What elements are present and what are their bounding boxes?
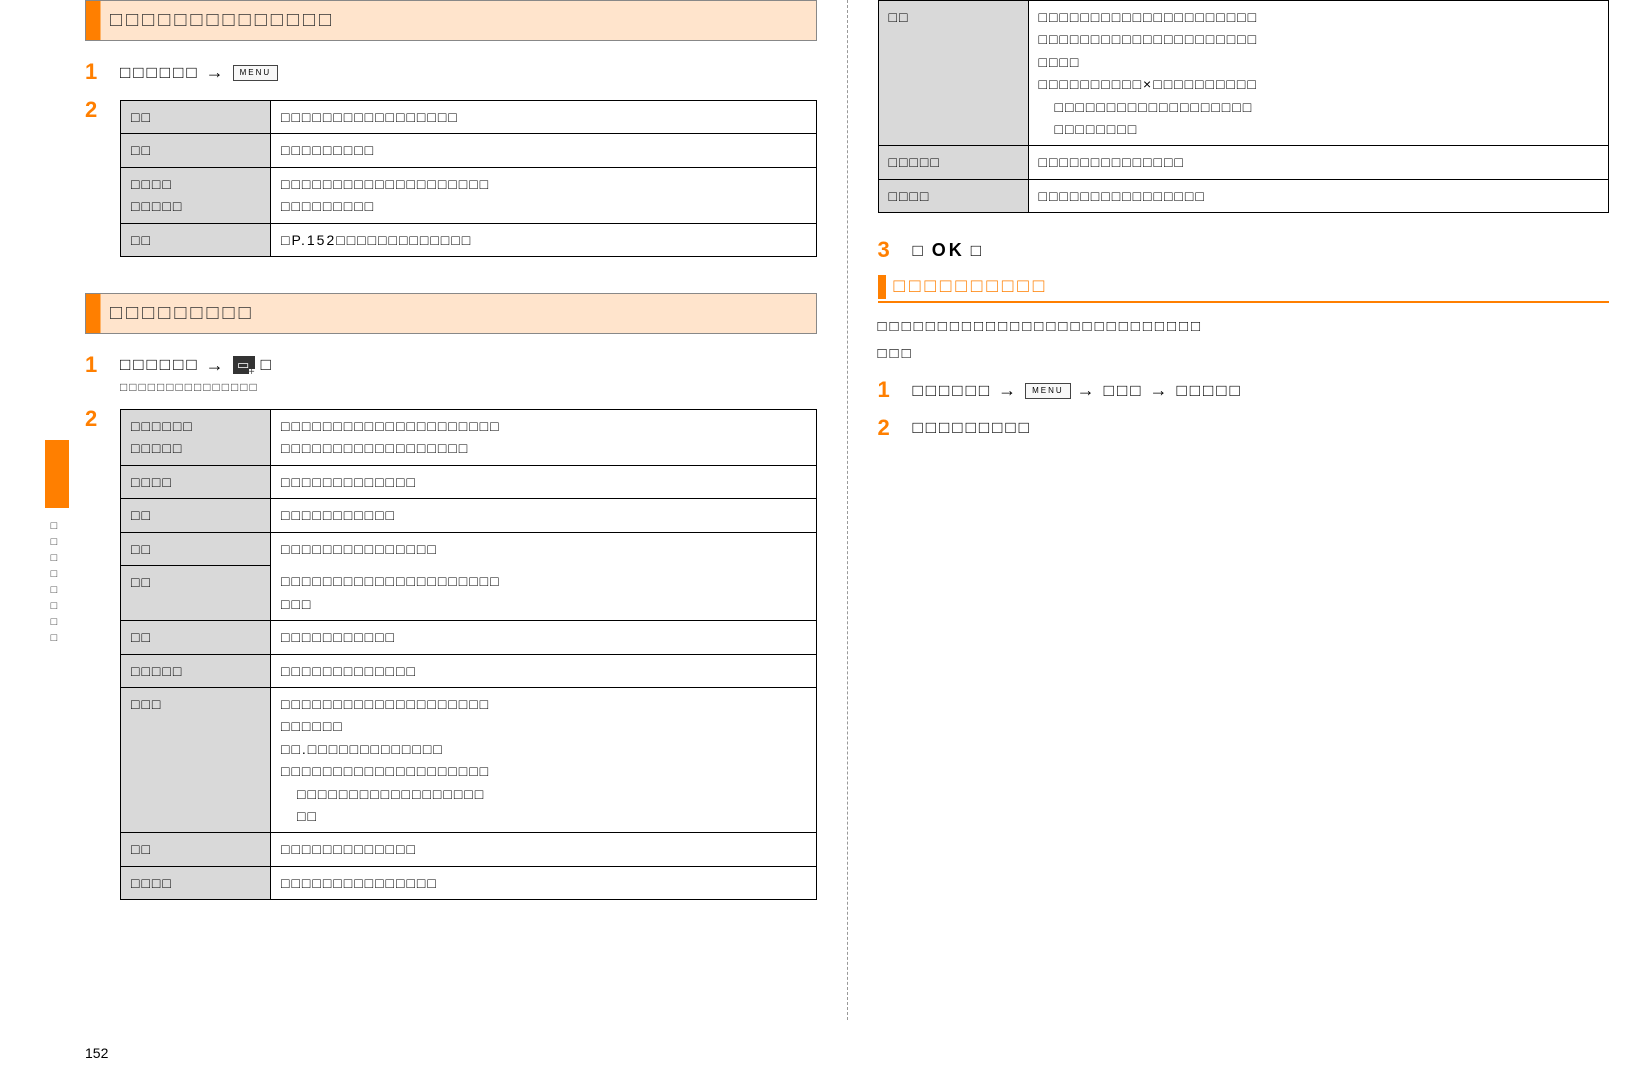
arrow-icon: →: [998, 380, 1019, 401]
step-text: □: [913, 241, 926, 261]
table-row: □□ □□□□□□□□□□□: [121, 621, 817, 654]
table-desc: □□□□□□□□□□□□□: [271, 465, 817, 498]
table-desc: □□□□□□□□□□□□□□□□□□□□□ □□□□□□□□□□□□□□□□□□…: [1028, 1, 1609, 146]
menu-button[interactable]: MENU: [1025, 383, 1071, 399]
table-row: □□ □□□□□□□□□□□□□□□□□□□□□ □□□□□□□□□□□□□□□…: [878, 1, 1609, 146]
table-row: □□ □□□□□□□□□□□□□: [121, 833, 817, 866]
section-header-1: □□□□□□□□□□□□□□: [85, 0, 817, 41]
step-number: 2: [878, 415, 898, 441]
section1-step1: 1 □□□□□□ → MENU: [85, 59, 817, 85]
section2-step1: 1 □□□□□□ → ▭+ □ □□□□□□□□□□□□□□□: [85, 352, 817, 394]
table-row: □□ □□□□□□□□□□□□□□□: [121, 532, 817, 565]
ok-label: OK: [932, 240, 965, 261]
table-desc: □□□□□□□□□□□□□□□□□: [271, 101, 817, 134]
step-number: 1: [85, 352, 105, 378]
table-desc: □□□□□□□□□□□□□□□□□□□□□ □□□□□□□□□□□□□□□□□□: [271, 409, 817, 465]
step-text: □□□□□: [1176, 381, 1242, 401]
table-label: □□: [121, 499, 271, 532]
table-row: □□□□ □□□□□□□□□□□□□□□□: [878, 179, 1609, 212]
table-label: □□: [121, 565, 271, 620]
step-text: □: [261, 355, 274, 375]
table-label: □□: [121, 833, 271, 866]
table-desc: □□□□□□□□□□□□□□□: [271, 532, 817, 565]
table-label: □□□□ □□□□□: [121, 167, 271, 223]
step-number: 1: [85, 59, 105, 85]
section3-description: □□□□□□□□□□□□□□□□□□□□□□□□□□□ □□□: [878, 313, 1610, 367]
step-note: □□□□□□□□□□□□□□□: [120, 380, 817, 394]
step-text: □: [971, 241, 984, 261]
section3-step2: 2 □□□□□□□□□: [878, 415, 1610, 441]
table-row: □□□□□ □□□□□□□□□□□□□: [121, 654, 817, 687]
step-text: □□□: [1104, 381, 1144, 401]
step-text: □□□□□□: [913, 381, 993, 401]
step-text: □□□□□□□□□: [913, 418, 1032, 438]
table-label: □□: [121, 621, 271, 654]
right-top-table: □□ □□□□□□□□□□□□□□□□□□□□□ □□□□□□□□□□□□□□□…: [878, 0, 1610, 213]
section-header-2: □□□□□□□□□: [85, 293, 817, 334]
table-label: □□: [121, 532, 271, 565]
table-row: □□ □P.152□□□□□□□□□□□□□: [121, 223, 817, 256]
step-number: 2: [85, 97, 105, 123]
sub-header-bar: [878, 275, 886, 299]
table-label: □□□: [121, 687, 271, 832]
table-label: □□□□□: [878, 146, 1028, 179]
table-desc: □□□□□□□□□□□: [271, 499, 817, 532]
right-step3: 3 □ OK □: [878, 237, 1610, 263]
table-label: □□: [878, 1, 1028, 146]
table-desc: □□□□□□□□□□□□□□□□□□□□ □□□□□□ □□.□□□□□□□□□…: [271, 687, 817, 832]
table-desc: □□□□□□□□□□□□□□: [1028, 146, 1609, 179]
arrow-icon: →: [1077, 380, 1098, 401]
step-number: 1: [878, 377, 898, 403]
table-label: □□□□: [121, 465, 271, 498]
table-row: □□□□□□ □□□□□ □□□□□□□□□□□□□□□□□□□□□ □□□□□…: [121, 409, 817, 465]
step1-text: □□□□□□: [120, 63, 200, 83]
table-row: □□□□ □□□□□□□□□□□□□□□: [121, 866, 817, 899]
table-row: □□ □□□□□□□□□□□□□□□□□: [121, 101, 817, 134]
table-label: □□□□□: [121, 654, 271, 687]
step-number: 3: [878, 237, 898, 263]
table-desc: □□□□□□□□□□□□□□□□: [1028, 179, 1609, 212]
table-desc: □□□□□□□□□□□□□□□□□□□□ □□□□□□□□□: [271, 167, 817, 223]
table-desc: □□□□□□□□□: [271, 134, 817, 167]
table-label: □□□□□□ □□□□□: [121, 409, 271, 465]
table-label: □□: [121, 101, 271, 134]
table-desc: □□□□□□□□□□□□□: [271, 654, 817, 687]
table-label: □□: [121, 134, 271, 167]
arrow-icon: →: [206, 62, 227, 83]
arrow-icon: →: [206, 355, 227, 376]
table-desc: □□□□□□□□□□□□□□□: [271, 866, 817, 899]
card-plus-icon[interactable]: ▭+: [233, 356, 255, 374]
section1-table: □□ □□□□□□□□□□□□□□□□□ □□ □□□□□□□□□ □□□□ □…: [120, 100, 817, 257]
section2-table: □□□□□□ □□□□□ □□□□□□□□□□□□□□□□□□□□□ □□□□□…: [120, 409, 817, 900]
sub-section-header: □□□□□□□□□□: [878, 275, 1610, 303]
table-label: □□: [121, 223, 271, 256]
step-number: 2: [85, 406, 105, 432]
table-row: □□□□□ □□□□□□□□□□□□□□: [878, 146, 1609, 179]
table-label: □□□□: [878, 179, 1028, 212]
arrow-icon: →: [1149, 380, 1170, 401]
table-row: □□□ □□□□□□□□□□□□□□□□□□□□ □□□□□□ □□.□□□□□…: [121, 687, 817, 832]
page-number: 152: [85, 1045, 108, 1061]
table-desc: □□□□□□□□□□□□□□□□□□□□□ □□□: [271, 565, 817, 620]
section1-step2: 2 □□ □□□□□□□□□□□□□□□□□ □□ □□□□□□□□□ □□□□…: [85, 97, 817, 281]
table-desc: □P.152□□□□□□□□□□□□□: [271, 223, 817, 256]
table-row: □□□□ □□□□□ □□□□□□□□□□□□□□□□□□□□ □□□□□□□□…: [121, 167, 817, 223]
table-label: □□□□: [121, 866, 271, 899]
table-row: □□□□ □□□□□□□□□□□□□: [121, 465, 817, 498]
section2-step2: 2 □□□□□□ □□□□□ □□□□□□□□□□□□□□□□□□□□□ □□□…: [85, 406, 817, 924]
table-desc: □□□□□□□□□□□: [271, 621, 817, 654]
sub-section-title: □□□□□□□□□□: [894, 276, 1049, 298]
menu-button[interactable]: MENU: [233, 65, 279, 81]
section-2-title: □□□□□□□□□: [110, 302, 802, 325]
section3-step1: 1 □□□□□□ → MENU → □□□ → □□□□□: [878, 377, 1610, 403]
table-row: □□ □□□□□□□□□: [121, 134, 817, 167]
table-row: □□ □□□□□□□□□□□: [121, 499, 817, 532]
table-desc: □□□□□□□□□□□□□: [271, 833, 817, 866]
section-1-title: □□□□□□□□□□□□□□: [110, 9, 802, 32]
table-row: □□ □□□□□□□□□□□□□□□□□□□□□ □□□: [121, 565, 817, 620]
step-text: □□□□□□: [120, 355, 200, 375]
